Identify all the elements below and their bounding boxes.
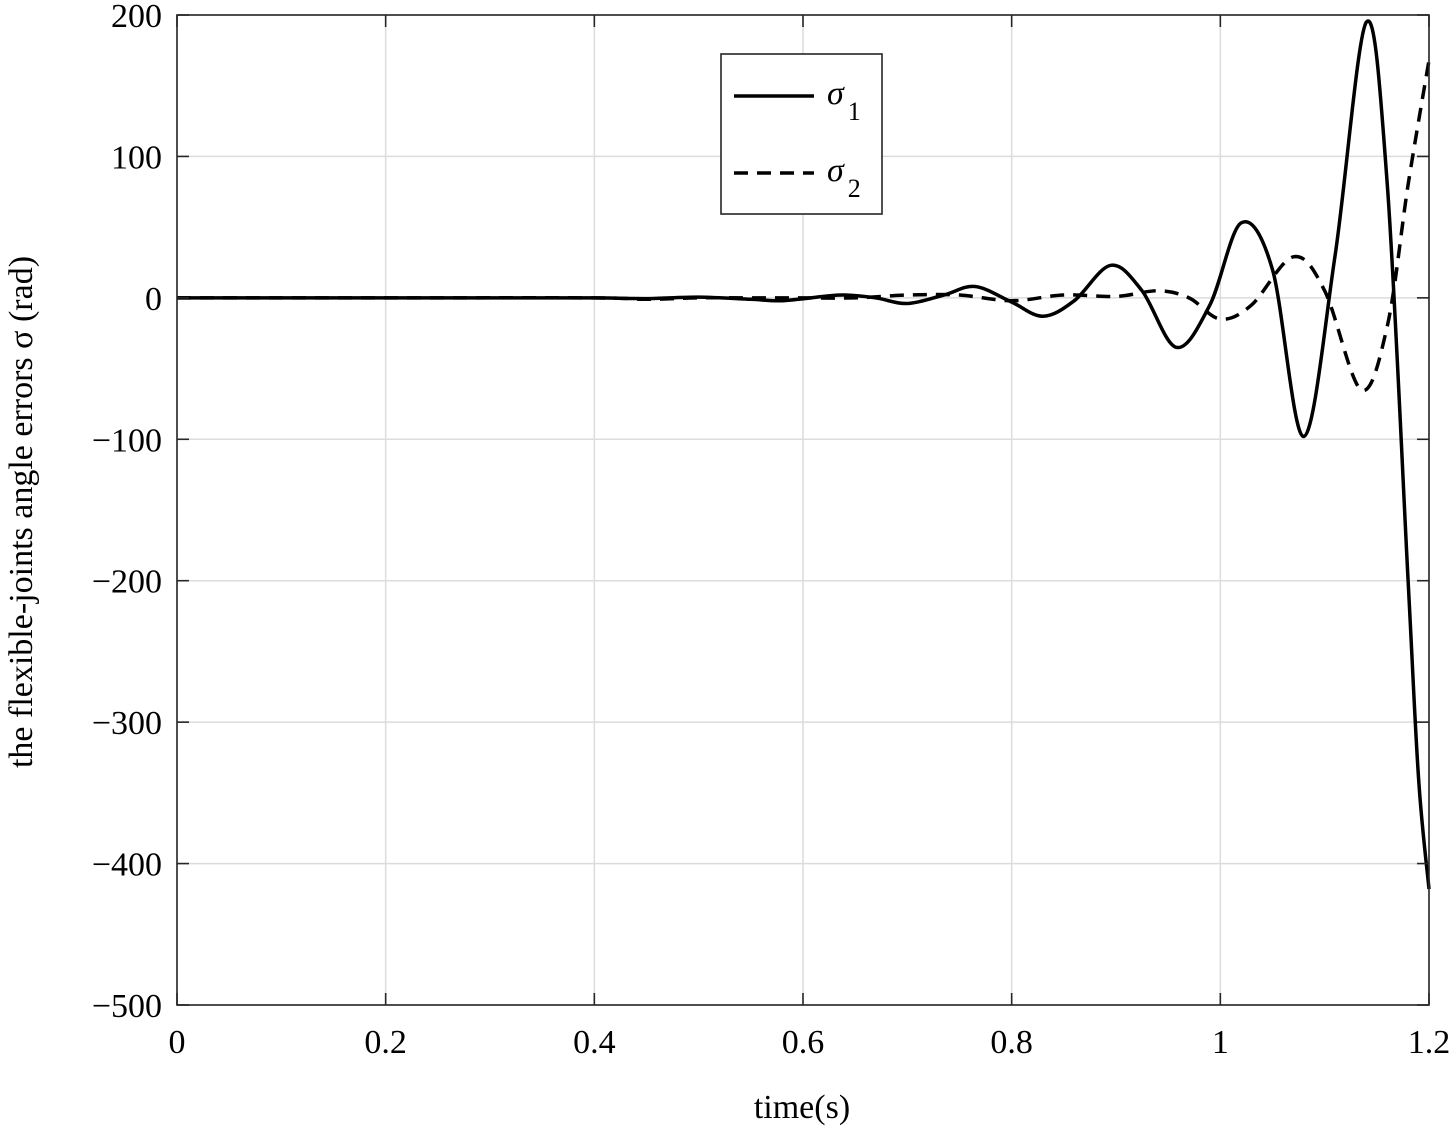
x-axis-ticks: 0 0.2 0.4 0.6 0.8 1 1.2 xyxy=(169,15,1451,1061)
x-tick-label: 0 xyxy=(169,1024,186,1061)
y-tick-label: 100 xyxy=(111,139,162,176)
x-tick-label: 0.6 xyxy=(782,1024,825,1061)
y-axis-ticks: −500 −400 −300 −200 −100 0 100 200 xyxy=(92,0,1429,1025)
y-tick-label: −500 xyxy=(92,988,162,1025)
x-tick-label: 0.4 xyxy=(573,1024,616,1061)
series-line-sigma-2 xyxy=(176,60,1431,393)
y-tick-label: 0 xyxy=(145,281,162,318)
x-tick-label: 1 xyxy=(1212,1024,1229,1061)
x-axis-label: time(s) xyxy=(754,1089,850,1126)
x-tick-label: 1.2 xyxy=(1408,1024,1451,1061)
y-tick-label: −400 xyxy=(92,847,162,884)
y-tick-label: −100 xyxy=(92,422,162,459)
y-tick-label: −200 xyxy=(92,564,162,601)
x-tick-label: 0.8 xyxy=(990,1024,1033,1061)
legend-box xyxy=(720,53,883,215)
plot-area xyxy=(176,19,1431,890)
x-tick-label: 0.2 xyxy=(364,1024,407,1061)
y-axis-label: the flexible-joints angle errors σ (rad) xyxy=(3,256,40,768)
y-tick-label: −300 xyxy=(92,705,162,742)
y-tick-label: 200 xyxy=(111,0,162,35)
